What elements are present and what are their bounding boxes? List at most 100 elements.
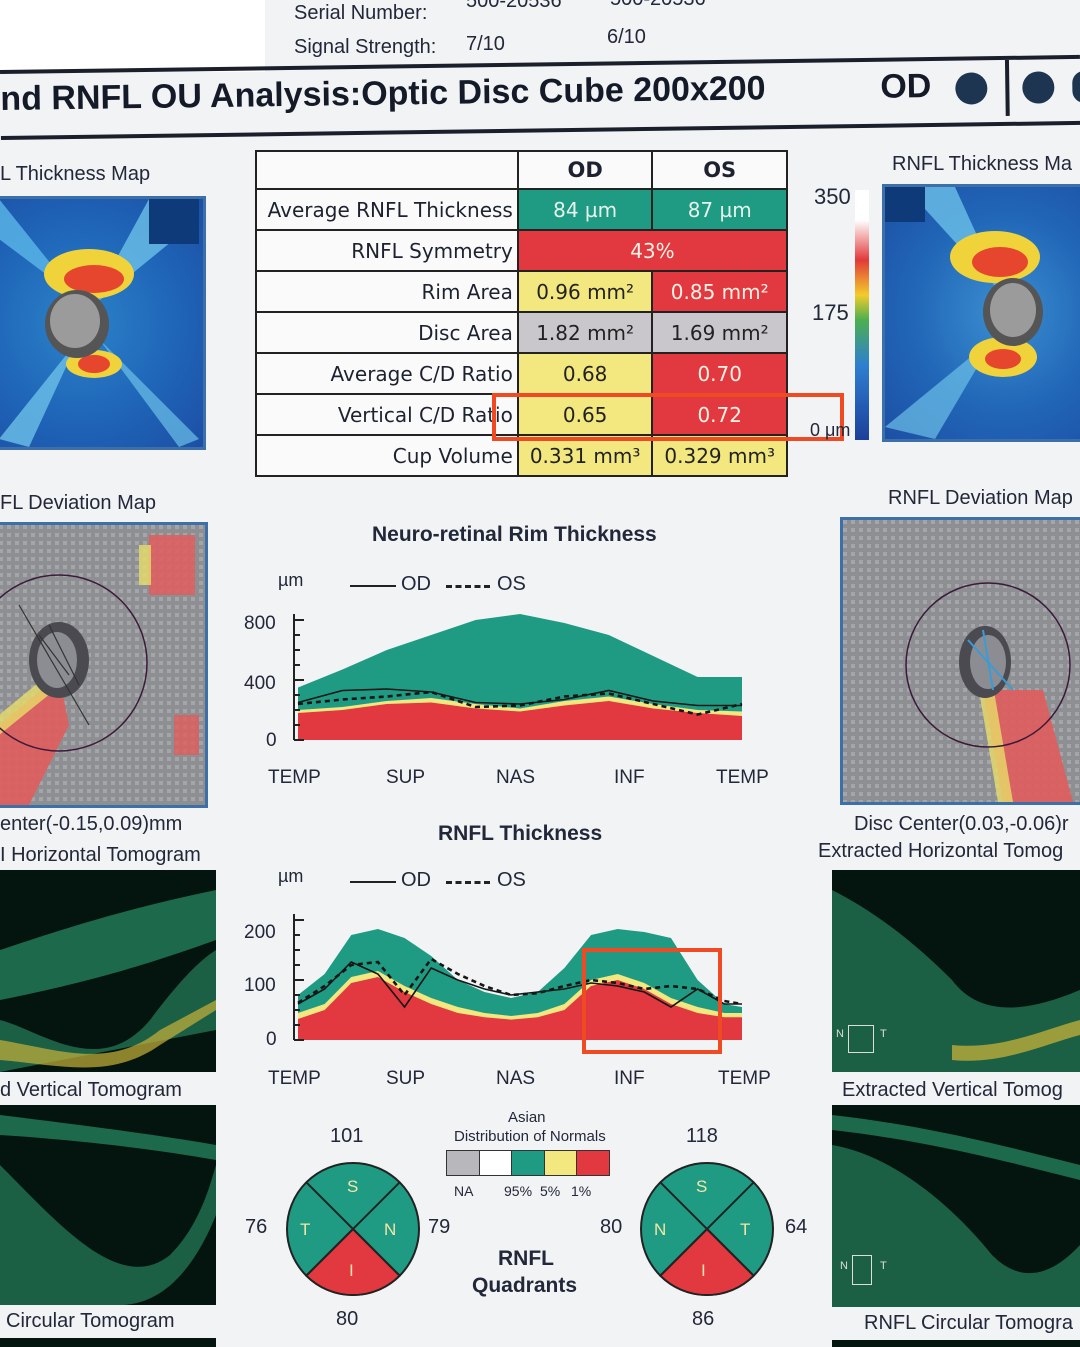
chart1-ytick-0: 0 [266, 730, 277, 751]
row-name: Average RNFL Thickness [255, 188, 519, 231]
scale-mid-label: 175 [812, 300, 849, 325]
row-name: Rim Area [255, 270, 519, 313]
table-row: Rim Area 0.96 mm² 0.85 mm² [255, 270, 788, 313]
outside-normal-band [298, 977, 742, 1040]
os-letter-n: N [654, 1220, 666, 1239]
inferior-region-highlight [582, 948, 722, 1054]
scale-bottom-label: 0 μm [810, 420, 851, 440]
eye-od-label: OD [880, 67, 932, 106]
column-od-header: OD [516, 150, 654, 190]
chart1-ytick-400: 400 [244, 673, 276, 694]
row-name: Cup Volume [255, 434, 519, 477]
series-od-line [297, 688, 742, 707]
left-deviation-map-label: FL Deviation Map [0, 492, 156, 514]
rnfl-thickness-chart [293, 914, 743, 1041]
right-thickness-map-label: RNFL Thickness Ma [892, 153, 1073, 175]
normals-swatch-white [479, 1151, 513, 1175]
left-circular-tomogram-strip [0, 1338, 216, 1347]
normals-title-line2: Distribution of Normals [454, 1128, 606, 1145]
right-vertical-tomogram-image [832, 1115, 1080, 1307]
od-quadrant-bottom: 80 [336, 1308, 359, 1330]
right-vertical-tomogram-label: Extracted Vertical Tomog [842, 1079, 1063, 1101]
vertical-tomogram-marker-icon [852, 1255, 872, 1285]
table-row: RNFL Symmetry 43% [255, 229, 789, 272]
os-eye-dot-icon-2 [1072, 70, 1080, 104]
os-letter-s: S [696, 1177, 707, 1196]
os-value: 0.329 mm³ [651, 434, 788, 477]
od-letter-t: T [300, 1220, 310, 1239]
scale-top-label: 350 [814, 184, 851, 209]
left-horizontal-tomogram-label: I Horizontal Tomogram [0, 844, 201, 866]
od-letter-n: N [384, 1220, 396, 1239]
chart1-ylabel: µm [278, 570, 304, 590]
os-quadrant-left: 80 [600, 1216, 623, 1238]
left-thickness-map-image [0, 199, 199, 447]
od-quadrant-circle: S T N I [286, 1162, 420, 1297]
right-deviation-map-image [843, 520, 1080, 802]
parameters-table: OD OS Average RNFL Thickness 84 µm 87 µm… [255, 150, 789, 477]
od-quadrant-top: 101 [330, 1125, 364, 1147]
serial-number-os: 500-20536 [610, 0, 706, 11]
right-deviation-map-label: RNFL Deviation Map [888, 487, 1073, 509]
right-horizontal-tomogram-label: Extracted Horizontal Tomog [818, 840, 1064, 862]
od-value: 0.68 [516, 352, 654, 395]
normals-title-line1: Asian [508, 1109, 546, 1126]
row-name: Disc Area [255, 311, 519, 354]
row-name: Vertical C/D Ratio [255, 393, 519, 436]
chart2-xtick-inf: INF [614, 1068, 645, 1089]
chart2-legend-od: OD [401, 869, 431, 891]
chart1-xtick-temp-end: TEMP [716, 767, 769, 788]
report-title: nd RNFL OU Analysis:Optic Disc Cube 200x… [0, 69, 766, 118]
title-bar: nd RNFL OU Analysis:Optic Disc Cube 200x… [0, 54, 1080, 140]
os-inferior-quadrant [658, 1227, 756, 1297]
od-eye-dot-icon [955, 72, 988, 105]
table-row: Cup Volume 0.331 mm³ 0.329 mm³ [255, 434, 788, 477]
od-quadrant-left: 76 [245, 1216, 268, 1238]
os-letter-t: T [740, 1220, 750, 1239]
chart2-xtick-temp-end: TEMP [718, 1068, 771, 1089]
os-value: 0.85 mm² [651, 270, 788, 313]
chart1-xtick-nas: NAS [496, 767, 536, 788]
right-vertical-tomogram: N T [832, 1105, 1080, 1307]
normals-swatch-na [447, 1151, 480, 1175]
right-circular-tomogram-label: RNFL Circular Tomogra [864, 1312, 1073, 1334]
left-thickness-map [0, 196, 206, 450]
outside-normal-band [298, 701, 742, 740]
table-header-blank [255, 150, 519, 190]
divider [1004, 59, 1010, 116]
od-value: 84 µm [516, 188, 654, 231]
table-row: Average RNFL Thickness 84 µm 87 µm [255, 188, 788, 231]
chart1-legend-os: OS [497, 573, 526, 595]
normals-label-na: NA [454, 1183, 474, 1199]
chart2-ytick-200: 200 [244, 922, 276, 943]
vertical-marker-t: T [880, 1260, 887, 1272]
chart2-xtick-temp: TEMP [268, 1068, 321, 1089]
os-value: 0.70 [651, 352, 788, 395]
od-value: 1.82 mm² [516, 311, 654, 354]
right-thickness-map-image [885, 187, 1043, 439]
od-quadrant-right: 79 [428, 1216, 451, 1238]
chart2-legend-os-line [446, 881, 490, 884]
left-deviation-map-image [0, 525, 205, 805]
signal-strength-od: 7/10 [466, 33, 505, 55]
column-os-header: OS [651, 150, 788, 190]
chart1-xtick-inf: INF [614, 767, 645, 788]
normals-label-95: 95% [504, 1183, 533, 1199]
left-vertical-tomogram-label: d Vertical Tomogram [0, 1079, 182, 1101]
series-os-line [297, 690, 743, 716]
row-name: RNFL Symmetry [255, 229, 519, 272]
chart1-title: Neuro-retinal Rim Thickness [372, 523, 657, 546]
chart2-xtick-nas: NAS [496, 1068, 536, 1089]
normals-legend-bar [446, 1150, 610, 1176]
chart1-xtick-sup: SUP [386, 767, 426, 788]
left-circular-tomogram-label: Circular Tomogram [6, 1310, 175, 1332]
quadrants-label-line1: RNFL [498, 1247, 554, 1270]
vertical-cd-ratio-highlight [492, 393, 844, 441]
chart2-xtick-sup: SUP [386, 1068, 426, 1089]
chart2-title: RNFL Thickness [438, 822, 603, 845]
od-value: 0.96 mm² [516, 270, 654, 313]
right-horizontal-tomogram: N T [832, 870, 1080, 1072]
chart2-ytick-100: 100 [244, 975, 276, 996]
rim-thickness-chart [293, 614, 743, 741]
symmetry-value: 43% [516, 229, 789, 272]
